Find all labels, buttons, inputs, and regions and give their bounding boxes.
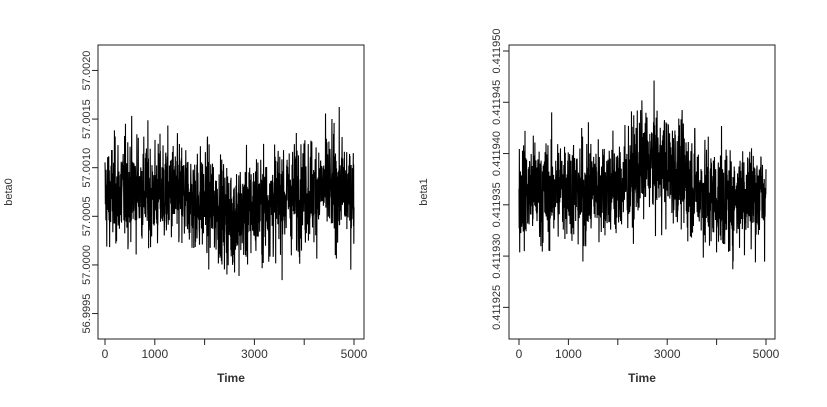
x-tick-label: 5000 (753, 347, 780, 361)
x-tick-label: 1000 (555, 347, 582, 361)
trace-line-beta1 (518, 80, 767, 270)
x-tick-label: 0 (102, 347, 109, 361)
y-tick-label: 57.0010 (81, 148, 93, 188)
y-tick-label: 0.411930 (491, 234, 503, 279)
x-tick-label: 1000 (141, 347, 168, 361)
plot-frame (97, 44, 365, 340)
y-tick-label: 0.411935 (491, 182, 503, 227)
y-tick-label: 56.9995 (81, 294, 93, 334)
y-tick-label: 57.0005 (81, 196, 93, 236)
y-tick-label: 0.411925 (491, 285, 503, 330)
y-tick-label: 57.0020 (81, 51, 93, 91)
y-tick-label: 0.411940 (491, 131, 503, 176)
trace-panel-beta0: 0 1000 3000 5000 56.9995 57.0000 57.0005 57.001… (3, 44, 368, 385)
x-tick-label: 5000 (341, 347, 368, 361)
trace-panel-beta1: 0 1000 3000 5000 0.411925 0.411930 0.411935 0.4… (418, 28, 780, 385)
x-axis-label: Time (217, 371, 245, 385)
y-axis-label: beta1 (418, 178, 430, 206)
trace-line-beta0 (104, 106, 355, 281)
y-tick-label: 0.411945 (491, 80, 503, 125)
y-tick-label: 57.0015 (81, 99, 93, 139)
plot-frame (508, 44, 776, 340)
x-tick-label: 0 (516, 347, 523, 361)
y-tick-label: 57.0000 (81, 245, 93, 285)
y-tick-label: 0.411950 (491, 28, 503, 73)
x-tick-label: 3000 (654, 347, 681, 361)
y-axis-label: beta0 (3, 178, 15, 206)
x-axis-label: Time (628, 371, 656, 385)
x-tick-label: 3000 (241, 347, 268, 361)
